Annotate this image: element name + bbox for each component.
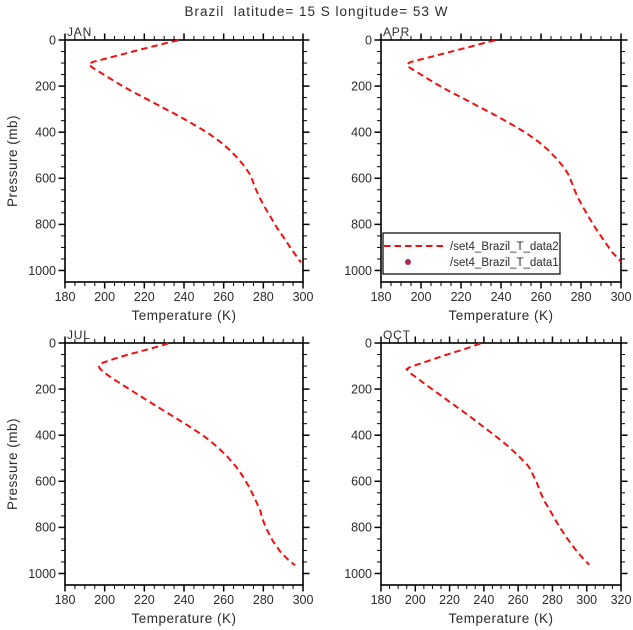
- x-tick-label: 200: [94, 290, 115, 304]
- panel-jan: 180 200 220 240 260 280 300 0 200 400 600 800 1000 JA…: [5, 25, 313, 323]
- temperature-curve: [97, 342, 296, 567]
- y-tick-label: 1000: [28, 264, 56, 278]
- plot-frame: [380, 39, 622, 283]
- y-tick-label: 0: [49, 33, 56, 47]
- x-tick-label: 220: [134, 593, 155, 607]
- panel-apr: 180 200 220 240 260 280 300 0 200 400 600 800 1000 AP…: [344, 25, 631, 323]
- x-tick-label: 200: [411, 290, 432, 304]
- x-tick-label: 200: [94, 593, 115, 607]
- x-tick-label: 200: [405, 593, 426, 607]
- y-tick-label: 1000: [344, 567, 372, 581]
- x-tick-label: 260: [213, 593, 234, 607]
- x-tick-label: 280: [571, 290, 592, 304]
- x-tick-label: 260: [531, 290, 552, 304]
- x-tick-label: 260: [213, 290, 234, 304]
- x-tick-label: 220: [439, 593, 460, 607]
- y-tick-label: 1000: [28, 567, 56, 581]
- panel-title: JAN: [67, 25, 92, 39]
- legend-dot-marker: [405, 259, 411, 265]
- x-tick-label: 240: [473, 593, 494, 607]
- x-tick-label: 240: [491, 290, 512, 304]
- y-tick-label: 600: [351, 475, 372, 489]
- panel-title: APR: [383, 25, 410, 39]
- x-tick-label: 280: [253, 290, 274, 304]
- y-tick-label: 200: [351, 382, 372, 396]
- y-tick-label: 800: [35, 521, 56, 535]
- legend-box: [382, 232, 561, 275]
- panel-oct: 180 200 220 240 260 280 300 320 0 200 400 600 800 100…: [344, 328, 631, 626]
- plot-frame: [64, 342, 304, 586]
- panel-title: JUL: [67, 328, 91, 342]
- x-tick-label: 320: [611, 593, 632, 607]
- temperature-curve: [87, 39, 302, 263]
- y-tick-label: 1000: [344, 264, 372, 278]
- y-tick-label: 800: [351, 521, 372, 535]
- x-tick-label: 180: [55, 593, 76, 607]
- x-tick-label: 220: [451, 290, 472, 304]
- y-tick-label: 0: [365, 33, 372, 47]
- figure-title: Brazil latitude= 15 S longitude= 53 W: [184, 4, 449, 19]
- x-tick-label: 240: [174, 290, 195, 304]
- x-tick-label: 280: [542, 593, 563, 607]
- x-axis-label: Temperature (K): [448, 308, 553, 323]
- x-axis-label: Temperature (K): [131, 611, 236, 626]
- x-axis-label: Temperature (K): [448, 611, 553, 626]
- y-tick-label: 800: [351, 218, 372, 232]
- y-tick-label: 0: [365, 336, 372, 350]
- temperature-curve: [405, 342, 590, 566]
- plot-frame: [64, 39, 304, 283]
- y-tick-label: 400: [351, 125, 372, 139]
- panel-title: OCT: [383, 328, 411, 342]
- panel-jul: 180 200 220 240 260 280 300 0 200 400 600 800 1000 JU…: [5, 328, 313, 626]
- y-tick-label: 200: [35, 79, 56, 93]
- x-tick-label: 280: [253, 593, 274, 607]
- x-tick-label: 260: [508, 593, 529, 607]
- x-tick-label: 180: [55, 290, 76, 304]
- legend-label: /set4_Brazil_T_data2: [450, 241, 559, 253]
- x-tick-label: 300: [293, 290, 314, 304]
- x-tick-label: 300: [576, 593, 597, 607]
- y-tick-label: 600: [35, 172, 56, 186]
- x-tick-label: 240: [174, 593, 195, 607]
- plot-frame: [380, 342, 622, 586]
- y-tick-label: 600: [35, 475, 56, 489]
- y-tick-label: 400: [35, 428, 56, 442]
- y-tick-label: 400: [351, 428, 372, 442]
- x-tick-label: 180: [371, 290, 392, 304]
- y-tick-label: 600: [351, 172, 372, 186]
- y-tick-label: 400: [35, 125, 56, 139]
- y-tick-label: 0: [49, 336, 56, 350]
- x-tick-label: 220: [134, 290, 155, 304]
- x-tick-label: 300: [293, 593, 314, 607]
- y-axis-label: Pressure (mb): [5, 418, 20, 510]
- x-axis-label: Temperature (K): [131, 308, 236, 323]
- x-tick-label: 180: [371, 593, 392, 607]
- legend-label: /set4_Brazil_T_data1: [450, 257, 559, 269]
- x-tick-label: 300: [611, 290, 632, 304]
- y-tick-label: 200: [351, 79, 372, 93]
- y-tick-label: 200: [35, 382, 56, 396]
- temperature-curve: [405, 39, 622, 263]
- y-tick-label: 800: [35, 218, 56, 232]
- y-axis-label: Pressure (mb): [5, 115, 20, 207]
